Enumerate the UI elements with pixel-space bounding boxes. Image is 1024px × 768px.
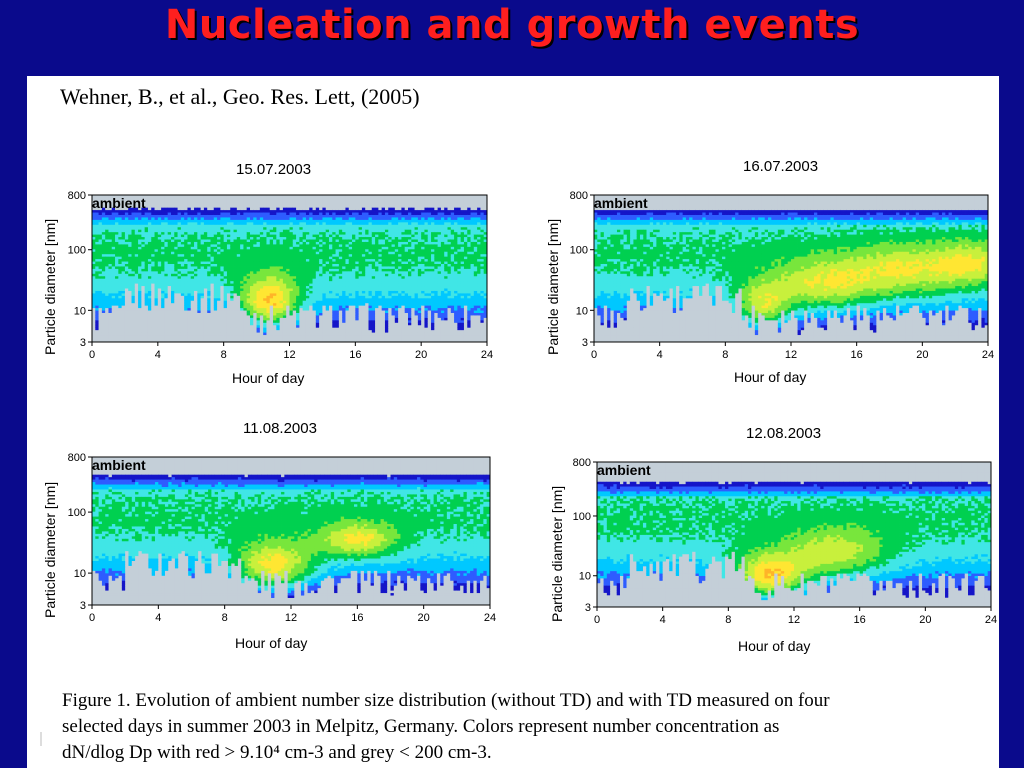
x-axis-label: Hour of day [232,370,304,386]
ambient-label: ambient [597,462,651,478]
caption-line: dN/dlog Dp with red > 9.10⁴ cm-3 and gre… [62,740,982,766]
citation: Wehner, B., et al., Geo. Res. Lett, (200… [60,84,420,110]
contour-plot: ambient 0 4 8 12 16 20 24 3 10 100 800 [573,457,997,626]
caption-line: Figure 1. Evolution of ambient number si… [62,688,982,714]
y-tick-label: 3 [80,337,86,349]
y-tick-label: 3 [582,337,588,349]
x-tick-label: 4 [660,614,666,626]
contour-plot: ambient 0 4 8 12 16 20 24 3 10 100 800 [68,190,493,361]
x-tick-label: 20 [418,612,430,624]
y-tick-label: 3 [80,600,86,612]
x-tick-label: 20 [916,349,928,361]
x-tick-label: 8 [725,614,731,626]
x-tick-label: 24 [985,614,997,626]
x-tick-label: 20 [919,614,931,626]
x-tick-label: 8 [222,612,228,624]
x-tick-label: 0 [89,612,95,624]
contour-plot: ambient 0 4 8 12 16 20 24 3 10 100 800 [570,190,994,361]
chart-title: 12.08.2003 [746,425,821,442]
x-tick-label: 4 [657,349,663,361]
x-tick-label: 4 [155,349,161,361]
figure-panel [27,76,999,768]
x-tick-label: 12 [785,349,797,361]
caption-line: selected days in summer 2003 in Melpitz,… [62,714,982,740]
y-tick-label: 100 [68,245,86,257]
x-tick-label: 16 [851,349,863,361]
x-tick-label: 12 [788,614,800,626]
x-tick-label: 0 [89,349,95,361]
figure-caption: Figure 1. Evolution of ambient number si… [62,688,982,766]
x-tick-label: 24 [481,349,493,361]
x-tick-label: 16 [854,614,866,626]
chart-title: 11.08.2003 [243,420,317,437]
y-tick-label: 800 [68,190,86,202]
x-axis-label: Hour of day [738,638,810,654]
slide-title: Nucleation and growth events [0,2,1024,48]
contour-plot: ambient 0 4 8 12 16 20 24 3 10 100 800 [68,452,496,624]
y-tick-label: 800 [68,452,86,464]
y-tick-label: 3 [585,602,591,614]
x-axis-label: Hour of day [235,635,307,651]
ambient-label: ambient [92,195,146,211]
x-tick-label: 16 [351,612,363,624]
chart-title: 16.07.2003 [743,158,818,175]
concentration-field [92,195,488,343]
chart-title: 15.07.2003 [236,161,311,178]
x-tick-label: 0 [594,614,600,626]
ambient-label: ambient [92,457,146,473]
y-tick-label: 10 [579,571,591,583]
x-tick-label: 16 [349,349,361,361]
x-tick-label: 24 [982,349,994,361]
y-tick-label: 10 [74,305,86,317]
x-tick-label: 0 [591,349,597,361]
slide-marker [40,732,42,746]
x-tick-label: 8 [722,349,728,361]
x-axis-label: Hour of day [734,369,806,385]
x-tick-label: 4 [155,612,161,624]
y-tick-label: 10 [74,568,86,580]
y-tick-label: 100 [573,511,591,523]
x-tick-label: 24 [484,612,496,624]
y-tick-label: 800 [570,190,588,202]
y-tick-label: 10 [576,305,588,317]
y-tick-label: 100 [68,507,86,519]
y-tick-label: 800 [573,457,591,469]
y-tick-label: 100 [570,245,588,257]
ambient-label: ambient [594,195,648,211]
concentration-field [594,195,989,343]
x-tick-label: 20 [415,349,427,361]
x-tick-label: 12 [283,349,295,361]
x-tick-label: 12 [285,612,297,624]
concentration-field [597,462,992,608]
x-tick-label: 8 [221,349,227,361]
concentration-field [92,457,491,606]
